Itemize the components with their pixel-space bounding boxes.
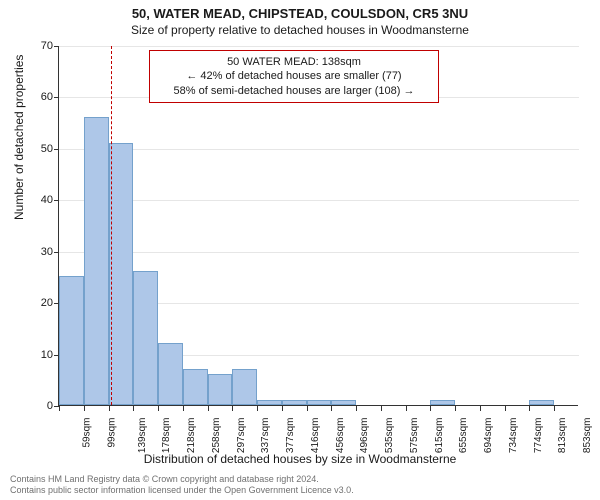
xtick-mark [480, 406, 481, 411]
plot-area: 50 WATER MEAD: 138sqm← 42% of detached h… [58, 46, 578, 406]
histogram-bar [529, 400, 554, 405]
histogram-bar [84, 117, 109, 405]
xtick-mark [133, 406, 134, 411]
ytick-label: 60 [29, 91, 53, 103]
xtick-mark [529, 406, 530, 411]
xtick-label: 813sqm [558, 418, 569, 454]
xtick-mark [232, 406, 233, 411]
histogram-bar [59, 276, 84, 405]
xtick-label: 178sqm [161, 418, 172, 454]
xtick-label: 615sqm [434, 418, 445, 454]
xtick-label: 337sqm [260, 418, 271, 454]
grid-line [59, 46, 579, 47]
footer-line-2: Contains public sector information licen… [10, 485, 354, 496]
xtick-label: 694sqm [483, 418, 494, 454]
xtick-mark [430, 406, 431, 411]
histogram-bar [307, 400, 332, 405]
xtick-label: 139sqm [137, 418, 148, 454]
xtick-label: 218sqm [186, 418, 197, 454]
grid-line [59, 149, 579, 150]
histogram-bar [109, 143, 134, 405]
y-axis-label: Number of detached properties [12, 55, 26, 220]
histogram-bar [133, 271, 158, 405]
chart-area: 50 WATER MEAD: 138sqm← 42% of detached h… [58, 46, 578, 406]
xtick-mark [282, 406, 283, 411]
xtick-mark [183, 406, 184, 411]
footer-attribution: Contains HM Land Registry data © Crown c… [10, 474, 354, 496]
histogram-bar [232, 369, 257, 405]
xtick-label: 416sqm [310, 418, 321, 454]
xtick-mark [505, 406, 506, 411]
callout-line: 58% of semi-detached houses are larger (… [158, 84, 430, 98]
property-marker-line [111, 46, 112, 405]
xtick-mark [109, 406, 110, 411]
grid-line [59, 200, 579, 201]
xtick-label: 734sqm [508, 418, 519, 454]
footer-line-1: Contains HM Land Registry data © Crown c… [10, 474, 354, 485]
xtick-mark [406, 406, 407, 411]
histogram-bar [158, 343, 183, 405]
xtick-label: 655sqm [459, 418, 470, 454]
xtick-label: 853sqm [582, 418, 593, 454]
callout-line: ← 42% of detached houses are smaller (77… [158, 69, 430, 83]
xtick-label: 59sqm [82, 418, 93, 448]
histogram-bar [183, 369, 208, 405]
xtick-label: 535sqm [384, 418, 395, 454]
x-axis-label: Distribution of detached houses by size … [0, 452, 600, 466]
grid-line [59, 252, 579, 253]
ytick-label: 40 [29, 194, 53, 206]
xtick-mark [59, 406, 60, 411]
xtick-label: 297sqm [236, 418, 247, 454]
xtick-label: 575sqm [409, 418, 420, 454]
xtick-label: 456sqm [335, 418, 346, 454]
property-callout: 50 WATER MEAD: 138sqm← 42% of detached h… [149, 50, 439, 103]
title-sub: Size of property relative to detached ho… [0, 21, 600, 37]
title-main: 50, WATER MEAD, CHIPSTEAD, COULSDON, CR5… [0, 0, 600, 21]
xtick-mark [307, 406, 308, 411]
ytick-label: 0 [29, 400, 53, 412]
xtick-mark [158, 406, 159, 411]
xtick-label: 377sqm [285, 418, 296, 454]
xtick-mark [356, 406, 357, 411]
xtick-mark [84, 406, 85, 411]
histogram-bar [331, 400, 356, 405]
ytick-label: 50 [29, 143, 53, 155]
xtick-mark [331, 406, 332, 411]
histogram-bar [208, 374, 233, 405]
histogram-bar [257, 400, 282, 405]
ytick-label: 70 [29, 40, 53, 52]
xtick-mark [455, 406, 456, 411]
histogram-bar [430, 400, 455, 405]
xtick-mark [381, 406, 382, 411]
histogram-bar [282, 400, 307, 405]
xtick-mark [554, 406, 555, 411]
xtick-label: 99sqm [106, 418, 117, 448]
xtick-mark [257, 406, 258, 411]
xtick-mark [208, 406, 209, 411]
ytick-label: 10 [29, 349, 53, 361]
xtick-label: 258sqm [211, 418, 222, 454]
ytick-label: 20 [29, 297, 53, 309]
xtick-label: 774sqm [533, 418, 544, 454]
callout-line: 50 WATER MEAD: 138sqm [158, 55, 430, 69]
ytick-label: 30 [29, 246, 53, 258]
xtick-label: 496sqm [359, 418, 370, 454]
